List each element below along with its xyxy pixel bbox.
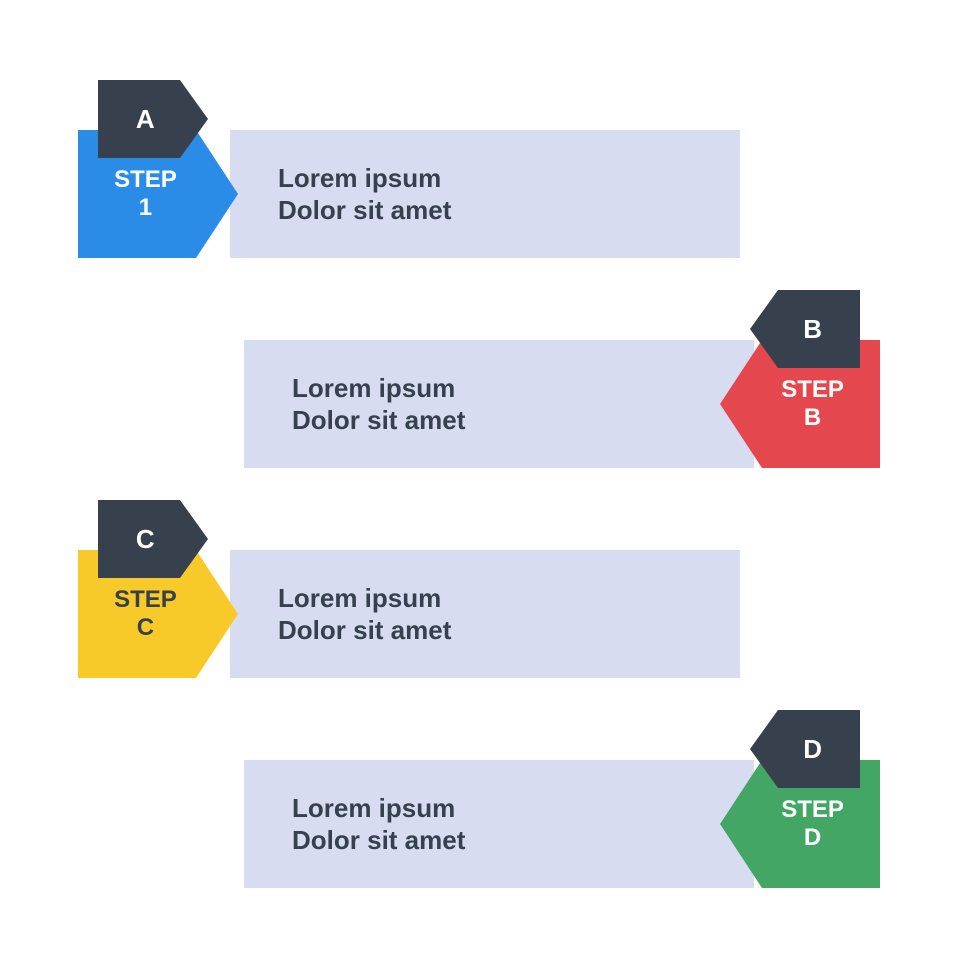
content-box: Lorem ipsumDolor sit amet <box>230 130 740 258</box>
content-line-1: Lorem ipsum <box>278 582 740 615</box>
step-label-line2: B <box>804 404 821 432</box>
step-label-line1: STEP <box>114 586 177 614</box>
content-line-1: Lorem ipsum <box>278 162 740 195</box>
infographic-canvas: Lorem ipsumDolor sit ametSTEP1ALorem ips… <box>0 0 980 980</box>
step-label-line2: 1 <box>139 194 152 222</box>
step-b: Lorem ipsumDolor sit ametSTEPBB <box>0 290 980 468</box>
content-box: Lorem ipsumDolor sit amet <box>230 550 740 678</box>
content-line-2: Dolor sit amet <box>278 614 740 647</box>
badge-letter: C <box>136 524 155 555</box>
content-line-2: Dolor sit amet <box>292 824 754 857</box>
badge-letter: B <box>803 314 822 345</box>
content-line-2: Dolor sit amet <box>292 404 754 437</box>
step-a: Lorem ipsumDolor sit amet STEP1 A <box>0 80 980 258</box>
content-box: Lorem ipsumDolor sit amet <box>244 760 754 888</box>
content-line-2: Dolor sit amet <box>278 194 740 227</box>
step-c: Lorem ipsumDolor sit ametSTEPCC <box>0 500 980 678</box>
step-label-line1: STEP <box>114 166 177 194</box>
badge-letter: A <box>136 104 155 135</box>
step-label-line2: C <box>137 614 154 642</box>
badge-letter: D <box>803 734 822 765</box>
content-line-1: Lorem ipsum <box>292 792 754 825</box>
content-box: Lorem ipsumDolor sit amet <box>244 340 754 468</box>
step-label-line2: D <box>804 824 821 852</box>
step-label-line1: STEP <box>781 376 844 404</box>
content-line-1: Lorem ipsum <box>292 372 754 405</box>
step-label-line1: STEP <box>781 796 844 824</box>
step-d: Lorem ipsumDolor sit ametSTEPDD <box>0 710 980 888</box>
